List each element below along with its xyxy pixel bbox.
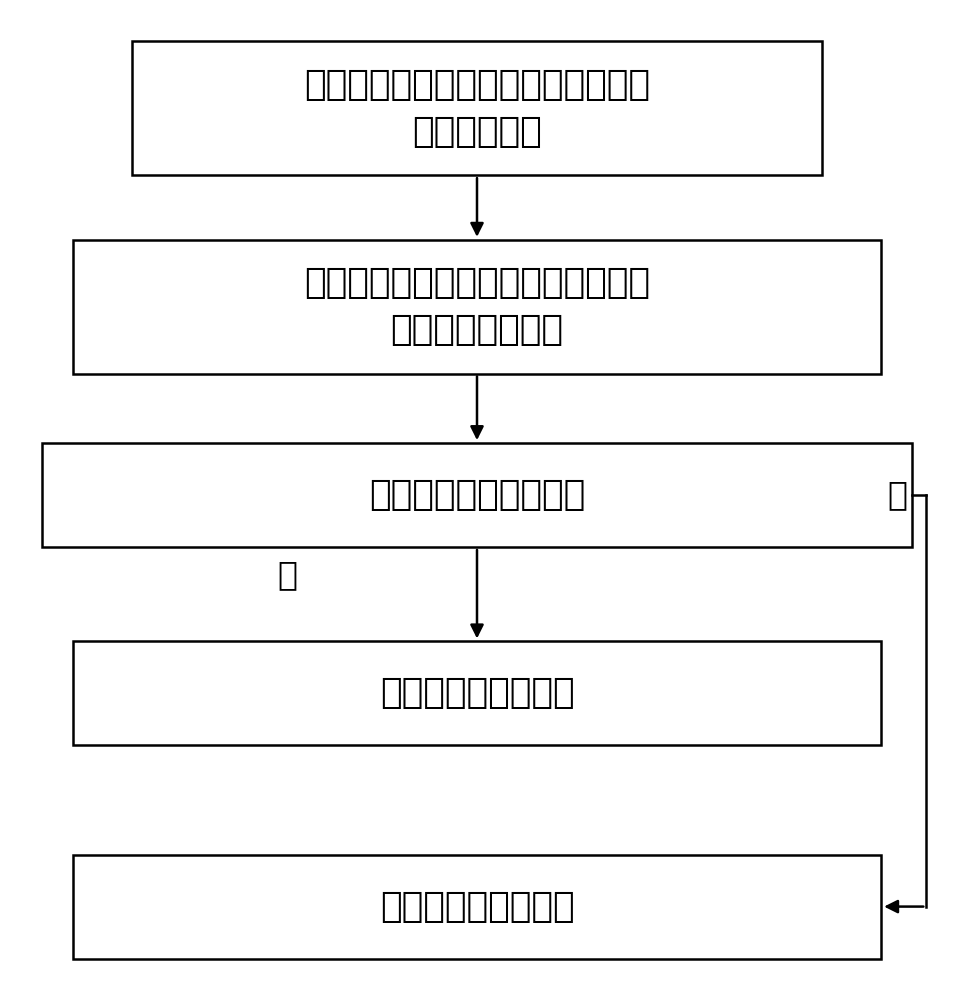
- Text: 幅度衰减为横坐标，相位变化为纵坐
标平面内画图: 幅度衰减为横坐标，相位变化为纵坐 标平面内画图: [304, 68, 649, 149]
- Text: 否: 否: [277, 558, 297, 591]
- Text: 去除没有数据的区间: 去除没有数据的区间: [379, 676, 574, 710]
- FancyBboxPatch shape: [72, 855, 881, 959]
- Text: 判断区间内是否有数据: 判断区间内是否有数据: [369, 478, 584, 512]
- Text: 确定平面的区域边界，划分若干个面
积相等的二维区间: 确定平面的区域边界，划分若干个面 积相等的二维区间: [304, 266, 649, 347]
- Text: 是: 是: [887, 479, 907, 512]
- FancyBboxPatch shape: [72, 641, 881, 745]
- FancyBboxPatch shape: [72, 240, 881, 374]
- Text: 定义为新的信道状态: 定义为新的信道状态: [379, 890, 574, 924]
- FancyBboxPatch shape: [132, 41, 821, 175]
- FancyBboxPatch shape: [42, 443, 911, 547]
